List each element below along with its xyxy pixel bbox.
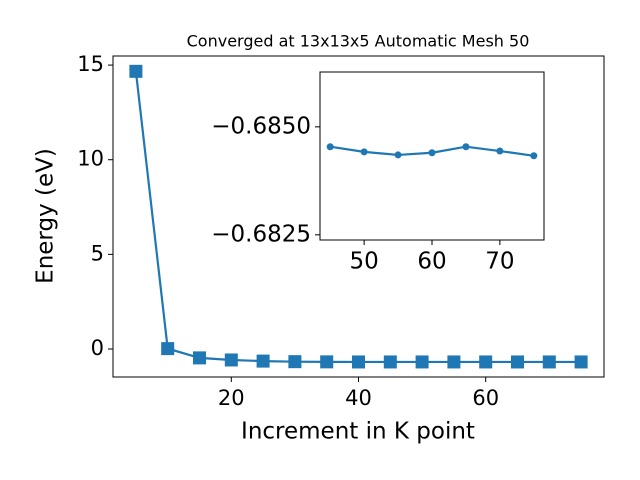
axes-frame [112, 55, 605, 378]
marker [129, 64, 143, 78]
x-tick-label: 60 [417, 249, 446, 275]
marker [428, 149, 436, 157]
axes-frame [319, 71, 545, 241]
marker [161, 342, 175, 356]
x-tick-label: 70 [485, 249, 514, 275]
marker [320, 355, 334, 369]
marker [496, 147, 504, 155]
marker [479, 355, 493, 369]
marker [530, 152, 538, 160]
marker [256, 354, 270, 368]
y-tick-label: −0.6825 [211, 221, 311, 247]
x-tick-label: 20 [218, 386, 245, 410]
chart-title: Converged at 13x13x5 Automatic Mesh 50 [187, 32, 530, 51]
marker [394, 151, 402, 159]
y-tick-label: 0 [91, 336, 104, 360]
marker [383, 355, 397, 369]
marker [511, 355, 525, 369]
marker [447, 355, 461, 369]
marker [542, 355, 556, 369]
y-tick-label: 10 [77, 147, 104, 171]
marker [360, 148, 368, 156]
marker [352, 355, 365, 369]
y-tick-label: −0.6850 [211, 113, 311, 139]
x-tick-label: 40 [345, 386, 372, 410]
x-axis-label: Increment in K point [241, 419, 475, 445]
marker [415, 355, 429, 369]
y-tick-label: 15 [77, 52, 104, 76]
marker [574, 355, 588, 369]
marker [326, 143, 334, 151]
marker [462, 143, 470, 151]
x-tick-label: 60 [472, 386, 499, 410]
x-tick-label: 50 [349, 249, 378, 275]
marker [224, 353, 238, 367]
marker [288, 355, 302, 369]
y-tick-label: 5 [91, 241, 104, 265]
marker [192, 351, 206, 365]
y-axis-label: Energy (eV) [33, 148, 59, 284]
